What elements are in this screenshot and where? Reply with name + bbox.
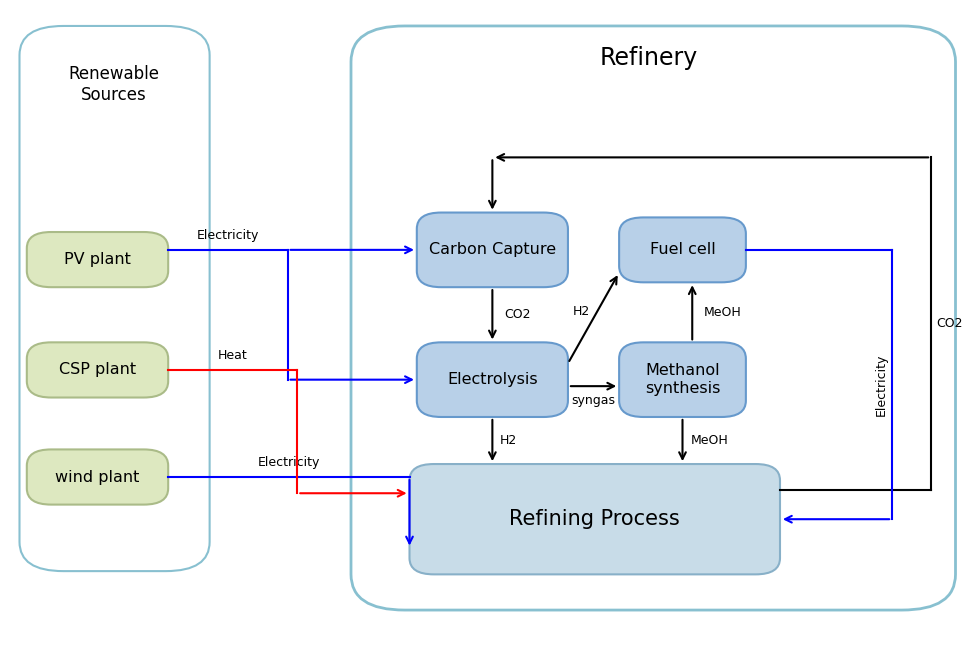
Text: Methanol
synthesis: Methanol synthesis (644, 363, 721, 396)
Text: CSP plant: CSP plant (58, 362, 136, 378)
Text: CO2: CO2 (936, 317, 962, 330)
Text: Electricity: Electricity (876, 353, 888, 416)
FancyBboxPatch shape (417, 343, 567, 417)
FancyBboxPatch shape (619, 343, 746, 417)
Text: Refining Process: Refining Process (509, 509, 681, 529)
FancyBboxPatch shape (27, 232, 168, 287)
Text: syngas: syngas (571, 394, 615, 407)
Text: Refinery: Refinery (600, 47, 697, 70)
Text: H2: H2 (500, 434, 518, 447)
Text: wind plant: wind plant (56, 469, 139, 485)
Text: Electricity: Electricity (257, 456, 320, 469)
Text: Fuel cell: Fuel cell (649, 242, 716, 258)
Text: Electrolysis: Electrolysis (448, 372, 537, 387)
Text: CO2: CO2 (504, 308, 530, 321)
FancyBboxPatch shape (619, 217, 746, 282)
FancyBboxPatch shape (27, 342, 168, 397)
Text: Renewable
Sources: Renewable Sources (68, 65, 160, 104)
FancyBboxPatch shape (27, 449, 168, 505)
Text: MeOH: MeOH (690, 434, 728, 447)
FancyBboxPatch shape (410, 464, 780, 574)
Text: MeOH: MeOH (704, 306, 742, 319)
Text: Carbon Capture: Carbon Capture (429, 242, 556, 258)
Text: H2: H2 (573, 305, 590, 318)
FancyBboxPatch shape (417, 213, 567, 287)
Text: Electricity: Electricity (197, 229, 259, 242)
Text: Heat: Heat (217, 349, 248, 362)
Text: PV plant: PV plant (64, 252, 131, 267)
